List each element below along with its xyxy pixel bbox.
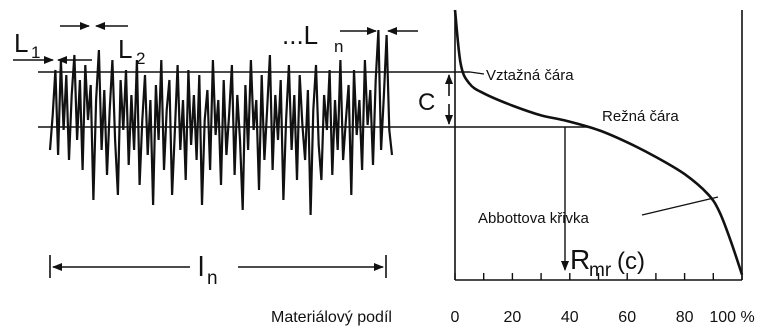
abbott-curve-panel: 0 20 40 60 80 100 % R mr (c) Vztažná čára Rež…	[271, 9, 755, 326]
l2-dimension: L 2	[60, 22, 145, 68]
ln-length-subscript: n	[207, 268, 218, 289]
abbott-curve-line	[453, 9, 744, 276]
rmr-subscript: mr	[589, 260, 612, 281]
l2-label: L	[118, 34, 132, 64]
ln-label: ...L	[282, 20, 318, 50]
x-axis-tick-label: 0	[451, 309, 460, 326]
x-axis-tick-label: 20	[504, 309, 522, 326]
x-axis-label: Materiálový podíl	[271, 309, 392, 326]
l1-subscript: 1	[31, 43, 40, 62]
rmr-label: R	[570, 244, 590, 275]
l1-dimension: L 1	[13, 28, 92, 64]
abbott-curve-leader	[641, 196, 719, 216]
x-axis-tick-label: 60	[618, 309, 636, 326]
roughness-profile-line	[48, 29, 394, 216]
ln-dimension: ...L n	[282, 20, 418, 56]
ln-subscript: n	[334, 37, 343, 56]
c-label: C	[418, 89, 435, 116]
abbott-curve-label: Abbottova křivka	[478, 210, 590, 227]
l2-subscript: 2	[136, 49, 145, 68]
rmr-argument: (c)	[617, 248, 645, 275]
ln-evaluation-length: l n	[49, 251, 387, 289]
ln-length-label: l	[198, 251, 204, 282]
c-dimension: C	[418, 74, 453, 125]
x-axis-ticks: 0 20 40 60 80 100 %	[451, 273, 755, 326]
x-axis-tick-label: 80	[676, 309, 694, 326]
cut-line-label: Režná čára	[602, 108, 679, 125]
roughness-profile-panel: L 1 L 2 ...L n C l	[13, 20, 590, 289]
x-axis-tick-label: 40	[561, 309, 579, 326]
reference-line-leader	[469, 71, 485, 75]
x-axis-tick-label: 100 %	[709, 309, 754, 326]
reference-line-label: Vztažná čára	[486, 67, 574, 84]
l1-label: L	[14, 28, 28, 58]
